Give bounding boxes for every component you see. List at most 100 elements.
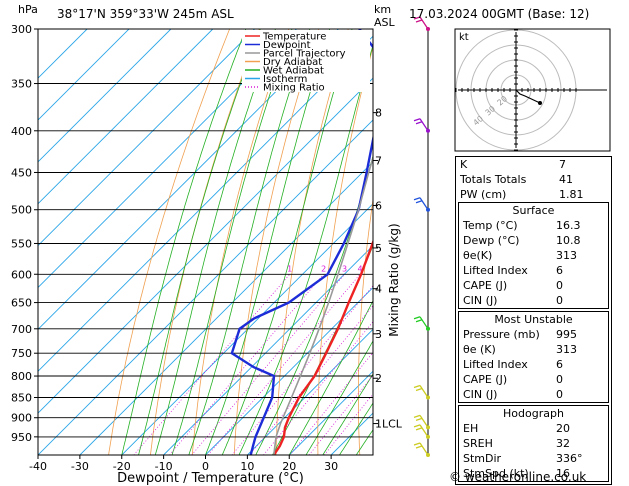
hodograph-row: StmDir 336° bbox=[459, 451, 608, 466]
index-value: 7 bbox=[559, 158, 566, 171]
mixing-ratio-line bbox=[289, 351, 373, 455]
surface-value: 313 bbox=[556, 249, 577, 262]
wind-barb-dot bbox=[426, 425, 430, 430]
surface-value: 10.8 bbox=[556, 234, 581, 247]
wind-barb bbox=[413, 384, 430, 400]
hodograph-label: EH bbox=[463, 422, 479, 435]
km-tick-label: 6 bbox=[375, 199, 382, 212]
mixing-ratio-label: 3 bbox=[342, 264, 347, 273]
temperature-tick-label: -30 bbox=[71, 460, 89, 473]
pressure-tick-label: 500 bbox=[11, 204, 32, 217]
wet-adiabat-line bbox=[339, 402, 373, 455]
pressure-tick-label: 750 bbox=[11, 347, 32, 360]
wind-barb-shaft bbox=[413, 384, 429, 398]
surface-row: Dewp (°C) 10.8 bbox=[459, 233, 608, 248]
pressure-tick-label: 400 bbox=[11, 125, 32, 138]
surface-label: Lifted Index bbox=[463, 264, 528, 277]
km-tick-label: 8 bbox=[375, 107, 382, 120]
isotherm-line bbox=[38, 29, 297, 289]
surface-label: Dewp (°C) bbox=[463, 234, 520, 247]
pressure-tick-label: 350 bbox=[11, 78, 32, 91]
surface-row: Temp (°C) 16.3 bbox=[459, 218, 608, 233]
plot-area: 12346810152025 bbox=[38, 29, 629, 455]
most-unstable-value: 313 bbox=[556, 343, 577, 356]
pressure-tick-label: 300 bbox=[11, 23, 32, 36]
surface-value: 6 bbox=[556, 264, 563, 277]
indices-rows: K 7 Totals Totals 41 PW (cm) 1.81 bbox=[456, 157, 611, 202]
pressure-tick-label: 800 bbox=[11, 370, 32, 383]
hodograph-storm-motion bbox=[538, 101, 542, 105]
wind-barb-dot bbox=[426, 326, 430, 331]
most-unstable-value: 6 bbox=[556, 358, 563, 371]
index-label: K bbox=[460, 158, 468, 171]
isotherm-line bbox=[288, 370, 373, 455]
legend-label: Mixing Ratio bbox=[263, 83, 325, 94]
legend-label: Parcel Trajectory bbox=[263, 49, 346, 60]
x-axis-label: Dewpoint / Temperature (°C) bbox=[117, 471, 304, 486]
pressure-tick-label: 550 bbox=[11, 237, 32, 250]
km-tick-label: 5 bbox=[375, 242, 382, 255]
pressure-tick-label: 900 bbox=[11, 412, 32, 425]
hodograph-row: SREH 32 bbox=[459, 436, 608, 451]
temperature-tick-label: 10 bbox=[240, 460, 254, 473]
wind-barb-shaft bbox=[413, 197, 429, 211]
mixing-ratio-label: 4 bbox=[357, 264, 362, 273]
pressure-tick-label: 450 bbox=[11, 166, 32, 179]
location-header: 38°17'N 359°33'W 245m ASL bbox=[57, 7, 234, 21]
isotherm-line bbox=[38, 29, 339, 331]
km-tick-label: 4 bbox=[375, 283, 382, 296]
legend-label: Isotherm bbox=[263, 74, 307, 85]
km-label: km bbox=[374, 3, 392, 16]
hodograph-unit-label: kt bbox=[459, 32, 469, 43]
hodograph-label: SREH bbox=[463, 437, 493, 450]
hodograph-row: StmSpd (kt) 16 bbox=[459, 466, 608, 481]
wind-barb-dot bbox=[426, 395, 430, 400]
isotherm-line bbox=[79, 161, 373, 455]
temperature-tick-label: -10 bbox=[155, 460, 173, 473]
most-unstable-row: Lifted Index 6 bbox=[459, 357, 608, 372]
hodograph-section: Hodograph EH 20 SREH 32 StmDir 336° StmSpd (kt… bbox=[458, 405, 609, 482]
mixing-ratio-axis-label: Mixing Ratio (g/kg) bbox=[387, 223, 401, 336]
most-unstable-row: θe (K) 313 bbox=[459, 342, 608, 357]
legend-label: Dry Adiabat bbox=[263, 57, 322, 68]
wind-barb-dot bbox=[426, 207, 430, 212]
surface-value: 16.3 bbox=[556, 219, 581, 232]
wind-barb bbox=[413, 316, 430, 331]
dry-adiabat-line bbox=[398, 29, 438, 455]
surface-label: θe(K) bbox=[463, 249, 493, 262]
hpa-label: hPa bbox=[18, 3, 38, 16]
mixing-ratio-line bbox=[169, 274, 324, 455]
isotherm-line bbox=[38, 29, 255, 247]
surface-label: Temp (°C) bbox=[463, 219, 518, 232]
index-label: Totals Totals bbox=[460, 173, 527, 186]
most-unstable-label: CAPE (J) bbox=[463, 373, 508, 386]
isotherm-line bbox=[38, 35, 373, 372]
hodograph-row: EH 20 bbox=[459, 421, 608, 436]
pressure-tick-label: 600 bbox=[11, 268, 32, 281]
surface-value: 0 bbox=[556, 294, 563, 307]
datetime-header: 17.03.2024 00GMT (Base: 12) bbox=[409, 7, 590, 21]
wet-adiabat-line bbox=[305, 340, 373, 455]
asl-label: ASL bbox=[374, 16, 395, 29]
temperature-tick-label: 0 bbox=[202, 460, 209, 473]
dry-adiabat-line bbox=[610, 29, 629, 455]
hodograph-label: StmDir bbox=[463, 452, 502, 465]
most-unstable-value: 995 bbox=[556, 328, 577, 341]
wind-barb bbox=[413, 16, 430, 31]
temperature-tick-label: 20 bbox=[282, 460, 296, 473]
temperature-tick-label: -20 bbox=[113, 460, 131, 473]
wind-barb-shaft bbox=[413, 414, 429, 428]
km-tick-label: 7 bbox=[375, 154, 382, 167]
hodograph-value: 336° bbox=[556, 452, 583, 465]
wind-barb-dot bbox=[426, 434, 430, 439]
indices-table: K 7 Totals Totals 41 PW (cm) 1.81 Surface Tem… bbox=[455, 156, 612, 485]
wind-barb-shaft bbox=[413, 442, 429, 456]
mixing-ratio-label: 1 bbox=[287, 264, 292, 273]
mixing-ratio-label: 15 bbox=[432, 264, 442, 273]
hodograph-title: Hodograph bbox=[503, 407, 564, 420]
wind-barb-dot bbox=[426, 27, 430, 31]
index-label: PW (cm) bbox=[460, 188, 507, 201]
